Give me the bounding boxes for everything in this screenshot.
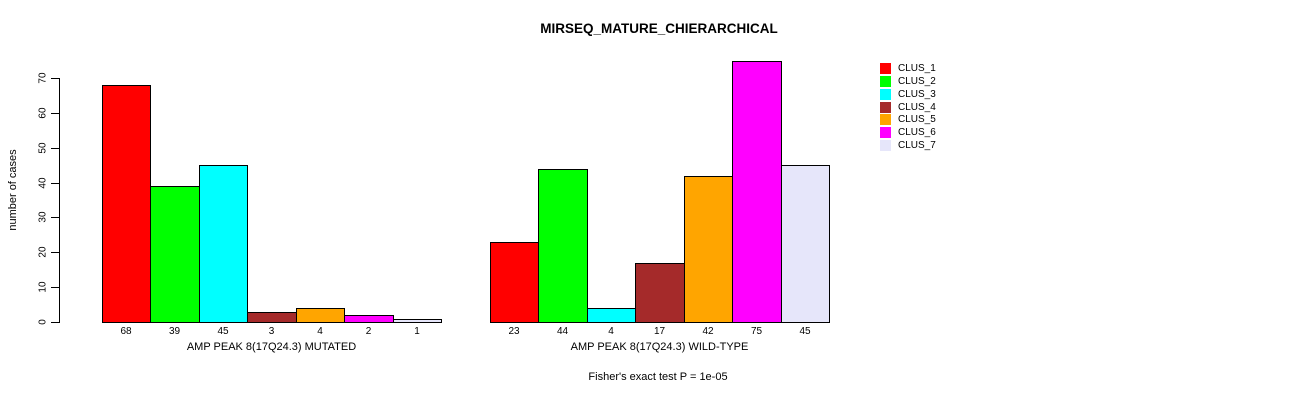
bar-value-label: 75 <box>750 326 763 337</box>
y-tick <box>51 147 59 149</box>
y-tick-label: 20 <box>37 246 49 258</box>
bar-value-label: 2 <box>365 326 372 337</box>
y-tick <box>51 217 59 219</box>
bar-clus-4 <box>247 312 297 323</box>
legend-swatch <box>880 101 891 113</box>
bar-value-label: 68 <box>120 326 132 337</box>
y-tick-label: 50 <box>37 142 49 154</box>
legend-item: CLUS_1 <box>880 63 980 75</box>
legend-item: CLUS_3 <box>880 88 980 101</box>
legend-item: CLUS_4 <box>880 101 980 114</box>
bar-value-label: 4 <box>317 326 323 337</box>
chart-title: MIRSEQ_MATURE_CHIERARCHICAL <box>540 21 778 36</box>
bar-clus-6 <box>732 61 782 323</box>
bar-value-label: 45 <box>799 326 811 337</box>
y-axis-line <box>59 77 60 323</box>
legend-item: CLUS_7 <box>880 140 980 152</box>
x-axis-group-label: AMP PEAK 8(17Q24.3) MUTATED <box>186 341 357 353</box>
bar-clus-2 <box>538 169 588 323</box>
legend-item: CLUS_2 <box>880 75 980 88</box>
footnote-fisher-test: Fisher's exact test P = 1e-05 <box>588 371 728 383</box>
bar-value-label: 44 <box>556 326 569 337</box>
bar-clus-7 <box>393 319 442 323</box>
legend-label: CLUS_3 <box>898 88 936 100</box>
y-tick <box>51 252 59 254</box>
bar-clus-7 <box>781 165 830 323</box>
y-tick-label: 40 <box>37 176 49 189</box>
bar-clus-5 <box>684 176 733 323</box>
legend-label: CLUS_5 <box>898 114 936 126</box>
legend-swatch <box>880 88 891 100</box>
bar-value-label: 45 <box>217 326 229 337</box>
legend-item: CLUS_5 <box>880 114 980 126</box>
y-tick-label: 70 <box>37 72 49 84</box>
legend-label: CLUS_2 <box>898 75 936 87</box>
bar-clus-1 <box>102 85 151 323</box>
legend-label: CLUS_4 <box>898 101 936 113</box>
bar-clus-3 <box>587 308 636 323</box>
bar-clus-6 <box>344 315 394 323</box>
bar-clus-1 <box>490 242 539 323</box>
legend-swatch <box>880 63 891 74</box>
y-tick-label: 60 <box>37 107 49 119</box>
legend-swatch <box>880 114 891 126</box>
legend-label: CLUS_1 <box>898 63 936 74</box>
bar-value-label: 1 <box>414 326 420 337</box>
legend-swatch <box>880 127 891 139</box>
y-tick-label: 0 <box>37 319 49 325</box>
x-axis-group-label: AMP PEAK 8(17Q24.3) WILD-TYPE <box>570 341 749 353</box>
bar-clus-3 <box>199 165 248 323</box>
legend-swatch <box>880 140 891 152</box>
bar-clus-2 <box>150 186 200 323</box>
y-tick <box>51 182 59 184</box>
y-tick <box>51 77 59 79</box>
bar-clus-5 <box>296 308 345 323</box>
y-tick <box>51 112 59 114</box>
bar-value-label: 4 <box>608 326 614 337</box>
y-axis-label: number of cases <box>7 149 19 231</box>
bar-value-label: 42 <box>702 326 714 337</box>
legend-label: CLUS_6 <box>898 127 936 139</box>
y-tick-label: 30 <box>37 211 49 223</box>
legend-item: CLUS_6 <box>880 127 980 139</box>
bar-value-label: 39 <box>168 326 181 337</box>
bar-value-label: 3 <box>268 326 275 337</box>
y-tick <box>51 322 59 323</box>
bar-value-label: 17 <box>653 326 666 337</box>
y-tick-label: 10 <box>37 281 49 293</box>
bar-value-label: 23 <box>508 326 520 337</box>
y-tick <box>51 287 59 289</box>
bar-clus-4 <box>635 263 685 323</box>
legend-swatch <box>880 75 891 87</box>
legend-label: CLUS_7 <box>898 140 936 152</box>
